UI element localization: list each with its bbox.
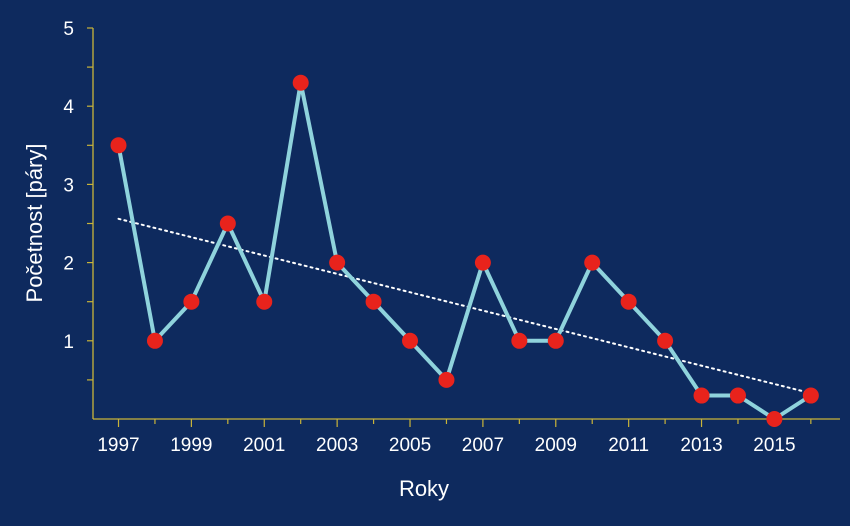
x-tick-label: 2013 bbox=[680, 435, 722, 456]
tick-labels: 1 2 3 4 5 1997 1999 2001 2003 2005 2007 2009 2011 201… bbox=[63, 19, 795, 456]
data-point bbox=[292, 74, 309, 91]
x-axis-title: Roky bbox=[399, 476, 449, 501]
y-tick-label: 2 bbox=[63, 254, 74, 275]
data-point bbox=[402, 332, 419, 349]
data-point bbox=[584, 254, 601, 271]
series-line bbox=[116, 80, 812, 421]
data-point bbox=[620, 293, 637, 310]
y-tick-label: 3 bbox=[63, 175, 74, 196]
data-point bbox=[693, 387, 710, 404]
data-point bbox=[729, 387, 746, 404]
data-point bbox=[802, 387, 819, 404]
y-tick-label: 4 bbox=[63, 97, 74, 118]
data-point bbox=[438, 371, 455, 388]
trendline bbox=[117, 217, 812, 395]
y-axis-title: Početnost [páry] bbox=[22, 144, 47, 303]
x-tick-label: 2011 bbox=[608, 435, 649, 456]
x-tick-label: 2003 bbox=[316, 435, 358, 456]
x-tick-label: 2015 bbox=[753, 435, 795, 456]
x-tick-label: 1999 bbox=[170, 435, 212, 456]
data-point bbox=[657, 332, 674, 349]
data-point bbox=[547, 332, 564, 349]
data-point bbox=[766, 411, 783, 427]
x-tick-label: 2009 bbox=[535, 435, 577, 456]
data-point bbox=[110, 137, 127, 154]
x-tick-label: 1997 bbox=[97, 435, 139, 456]
data-point bbox=[146, 332, 163, 349]
axes bbox=[87, 27, 840, 427]
data-point bbox=[365, 293, 382, 310]
x-tick-label: 2001 bbox=[243, 435, 285, 456]
trendline-layer bbox=[117, 217, 812, 395]
data-point bbox=[329, 254, 346, 271]
x-tick-label: 2005 bbox=[389, 435, 431, 456]
series-layer bbox=[110, 74, 819, 427]
data-point bbox=[183, 293, 200, 310]
y-tick-label: 5 bbox=[63, 19, 74, 40]
data-point bbox=[474, 254, 491, 271]
x-tick-label: 2007 bbox=[462, 435, 504, 456]
data-point bbox=[256, 293, 273, 310]
data-point bbox=[219, 215, 236, 232]
y-tick-label: 1 bbox=[63, 332, 74, 353]
data-point bbox=[511, 332, 528, 349]
